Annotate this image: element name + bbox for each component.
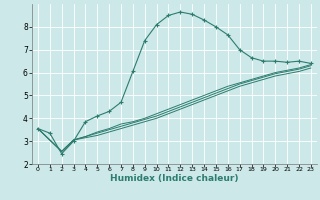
X-axis label: Humidex (Indice chaleur): Humidex (Indice chaleur) <box>110 174 239 183</box>
